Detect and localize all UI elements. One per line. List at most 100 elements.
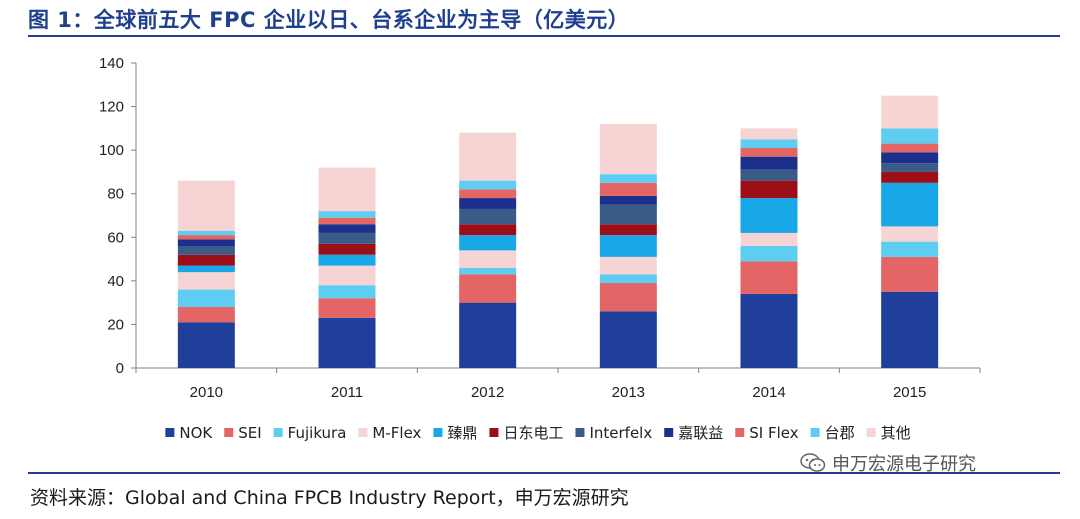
legend-swatch-10 xyxy=(866,428,876,437)
bar-segment-10 xyxy=(177,180,235,231)
bar-segment-7 xyxy=(599,195,657,205)
bar-segment-9 xyxy=(459,180,517,190)
bar-segment-10 xyxy=(881,95,939,129)
bar-segment-5 xyxy=(599,224,657,236)
figure-title: 图 1：全球前五大 FPC 企业以日、台系企业为主导（亿美元） xyxy=(28,8,630,32)
bar-segment-3 xyxy=(881,226,939,242)
legend-label: 台郡 xyxy=(825,424,855,442)
y-tick-label: 120 xyxy=(99,99,124,116)
bar-segment-8 xyxy=(740,147,798,157)
watermark: 申万宏源电子研究 xyxy=(800,450,976,476)
bar-segment-6 xyxy=(177,246,235,255)
bar-segment-0 xyxy=(881,291,939,368)
bar-segment-2 xyxy=(881,241,939,257)
bar-segment-6 xyxy=(459,208,517,225)
bar-segment-7 xyxy=(459,198,517,209)
legend-swatch-5 xyxy=(489,428,499,437)
bar-segment-1 xyxy=(177,307,235,323)
y-tick-label: 100 xyxy=(99,142,124,159)
bar-segment-3 xyxy=(599,256,657,275)
bar-segment-5 xyxy=(740,180,798,199)
bar-segment-3 xyxy=(177,272,235,290)
bar-segment-4 xyxy=(740,198,798,233)
bar-segment-2 xyxy=(318,285,376,299)
bar-segment-3 xyxy=(318,265,376,286)
bar-segment-4 xyxy=(177,265,235,273)
bar-segment-4 xyxy=(599,235,657,257)
bar-segment-1 xyxy=(459,274,517,303)
bar-segment-5 xyxy=(459,224,517,236)
legend-swatch-6 xyxy=(575,428,585,437)
bar-segment-1 xyxy=(318,298,376,318)
x-tick-label: 2012 xyxy=(471,384,504,401)
bar-segment-1 xyxy=(599,283,657,312)
x-tick-label: 2015 xyxy=(893,384,926,401)
bar-segment-4 xyxy=(459,235,517,251)
legend-label: 其他 xyxy=(881,424,911,442)
bar-segment-2 xyxy=(599,274,657,284)
y-tick-label: 20 xyxy=(107,316,124,333)
bar-segment-7 xyxy=(318,224,376,233)
stacked-bar-chart: 0 20 40 60 80 100 120 140 2010 2011 2012 2013 2014 20… xyxy=(99,55,981,442)
bar-segment-8 xyxy=(459,189,517,199)
legend-label: 臻鼎 xyxy=(447,424,477,442)
bar-segment-2 xyxy=(740,246,798,262)
bar-segment-0 xyxy=(177,322,235,368)
bar-segment-1 xyxy=(881,256,939,292)
source-note: 资料来源：Global and China FPCB Industry Repo… xyxy=(30,487,629,509)
bar-segment-5 xyxy=(177,254,235,266)
bar-segment-6 xyxy=(881,163,939,172)
bar-segment-9 xyxy=(177,230,235,236)
x-tick-label: 2013 xyxy=(612,384,645,401)
bar-segment-8 xyxy=(881,143,939,153)
chart-axes: 0 20 40 60 80 100 120 140 2010 2011 2012 2013 2014 20… xyxy=(99,55,981,401)
legend-label: SEI xyxy=(238,424,261,442)
bar-segment-7 xyxy=(177,239,235,246)
bar-segment-1 xyxy=(740,261,798,294)
watermark-text: 申万宏源电子研究 xyxy=(832,454,976,475)
legend-swatch-1 xyxy=(224,428,234,437)
bar-segment-0 xyxy=(459,302,517,368)
bar-segment-9 xyxy=(318,211,376,218)
y-tick-label: 40 xyxy=(107,273,124,290)
bar-segment-4 xyxy=(881,182,939,227)
wechat-icon xyxy=(800,453,826,472)
y-tick-label: 0 xyxy=(116,360,124,377)
bar-segment-8 xyxy=(318,217,376,225)
bar-segment-3 xyxy=(740,232,798,246)
legend-swatch-4 xyxy=(433,428,443,437)
legend-swatch-0 xyxy=(165,428,175,437)
chart-bars xyxy=(177,95,939,368)
chart-legend: NOK SEI Fujikura M-Flex 臻鼎 日东电工 Interfelx 嘉联益 SI… xyxy=(165,424,911,442)
bar-segment-2 xyxy=(177,289,235,307)
bar-segment-10 xyxy=(318,167,376,212)
bar-segment-8 xyxy=(177,235,235,240)
x-tick-label: 2010 xyxy=(190,384,223,401)
bar-segment-0 xyxy=(740,293,798,368)
legend-label: Fujikura xyxy=(288,424,347,442)
bar-segment-5 xyxy=(318,243,376,255)
bar-segment-10 xyxy=(599,124,657,175)
legend-swatch-8 xyxy=(735,428,745,437)
bar-segment-2 xyxy=(459,267,517,275)
bar-segment-5 xyxy=(881,171,939,183)
y-tick-label: 80 xyxy=(107,186,124,203)
bar-segment-0 xyxy=(318,317,376,368)
bar-segment-4 xyxy=(318,254,376,266)
y-tick-label: 60 xyxy=(107,229,124,246)
source-rule xyxy=(28,472,1060,474)
legend-label: 嘉联益 xyxy=(678,424,723,442)
bar-segment-6 xyxy=(318,232,376,244)
y-tick-label: 140 xyxy=(99,55,124,72)
bar-segment-3 xyxy=(459,250,517,268)
bar-segment-6 xyxy=(740,169,798,181)
bar-segment-6 xyxy=(599,204,657,225)
bar-segment-7 xyxy=(881,152,939,164)
legend-label: NOK xyxy=(179,424,213,442)
bar-segment-7 xyxy=(740,156,798,170)
bar-segment-10 xyxy=(459,132,517,181)
x-tick-label: 2014 xyxy=(752,384,785,401)
bar-segment-9 xyxy=(740,139,798,148)
legend-swatch-7 xyxy=(664,428,674,437)
bar-segment-10 xyxy=(740,128,798,140)
